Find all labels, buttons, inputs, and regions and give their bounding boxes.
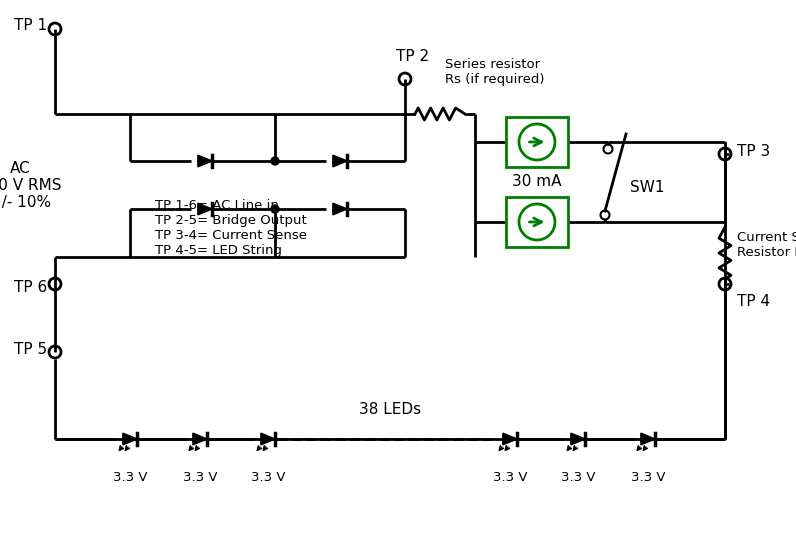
Text: 3.3 V: 3.3 V [251,471,285,484]
Text: TP 6: TP 6 [14,280,47,294]
Polygon shape [123,433,137,445]
Polygon shape [198,203,213,215]
Circle shape [519,124,555,160]
Polygon shape [333,203,347,215]
Text: 3.3 V: 3.3 V [113,471,147,484]
Bar [506,117,568,167]
Text: AC
110 V RMS
+/- 10%: AC 110 V RMS +/- 10% [0,161,61,210]
Polygon shape [641,433,655,445]
Text: 3.3 V: 3.3 V [630,471,665,484]
Polygon shape [503,433,517,445]
Polygon shape [198,155,213,167]
Text: 3.3 V: 3.3 V [560,471,595,484]
Bar [506,197,568,247]
Text: TP 1-6= AC Line in
TP 2-5= Bridge Output
TP 3-4= Current Sense
TP 4-5= LED Strin: TP 1-6= AC Line in TP 2-5= Bridge Output… [155,199,307,257]
Polygon shape [261,433,275,445]
Polygon shape [333,155,347,167]
Text: TP 3: TP 3 [737,144,771,160]
Polygon shape [193,433,207,445]
Circle shape [519,204,555,240]
Text: 30 mA: 30 mA [513,175,562,190]
Text: TP 2: TP 2 [396,49,430,64]
Text: 38 LEDs: 38 LEDs [359,402,421,417]
Text: 3.3 V: 3.3 V [493,471,527,484]
Text: TP 1: TP 1 [14,17,47,32]
Text: SW1: SW1 [630,179,665,195]
Text: TP 5: TP 5 [14,342,47,357]
Text: 3.3 V: 3.3 V [183,471,217,484]
Text: Current Sense
Resistor Rsense: Current Sense Resistor Rsense [737,231,796,259]
Text: Series resistor
Rs (if required): Series resistor Rs (if required) [445,58,544,86]
Text: TP 4: TP 4 [737,294,770,309]
Circle shape [271,205,279,213]
Polygon shape [571,433,585,445]
Circle shape [271,157,279,165]
